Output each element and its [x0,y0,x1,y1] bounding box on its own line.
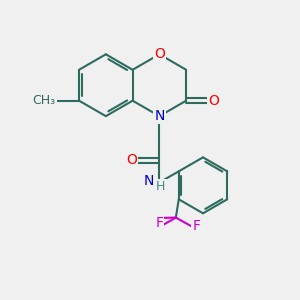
Text: N: N [154,109,165,123]
Text: O: O [208,94,219,108]
Text: O: O [154,47,165,61]
Text: H: H [156,180,166,193]
Text: CH₃: CH₃ [32,94,56,107]
Text: N: N [144,174,154,188]
Text: O: O [126,153,137,167]
Text: F: F [192,219,200,233]
Text: F: F [155,216,163,230]
Text: F: F [152,219,160,233]
